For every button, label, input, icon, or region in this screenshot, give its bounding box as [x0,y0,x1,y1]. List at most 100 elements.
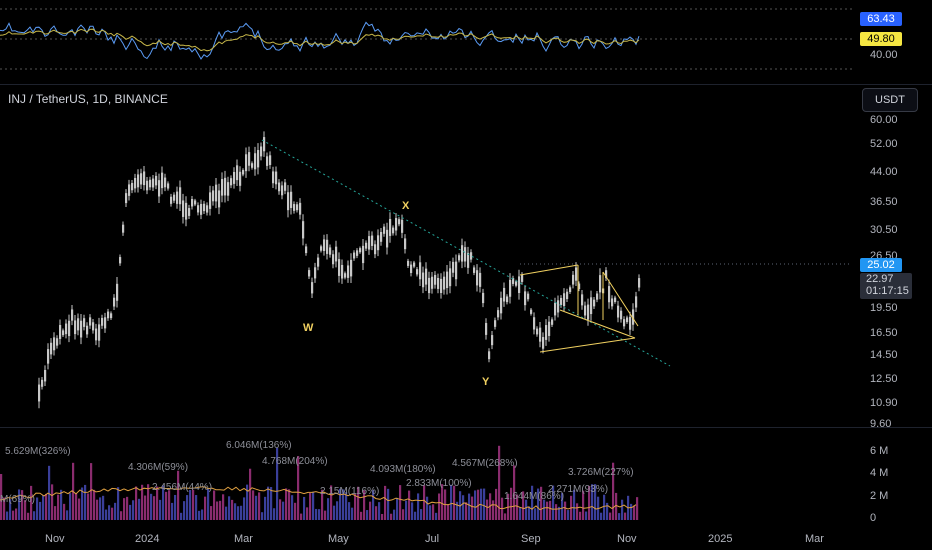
candle-body [233,171,236,184]
volume-bar [474,490,477,520]
candle-body [281,185,284,196]
volume-bar [522,491,525,520]
candle-body [170,196,173,204]
volume-bar [525,499,528,520]
candle-body [140,173,143,185]
candle-body [227,182,230,196]
time-label: 2025 [708,533,733,545]
volume-bar [432,504,435,520]
candle-body [248,152,251,166]
volume-bar [87,493,90,520]
volume-bar [144,495,147,520]
volume-bar [24,500,27,520]
candle-body [155,175,158,186]
volume-bar [48,465,51,520]
candle-body [587,304,590,320]
volume-bar [21,490,24,520]
volume-bar [555,504,558,520]
volume-bar [297,456,300,520]
volume-bar [69,493,72,520]
candle-body [83,318,86,327]
volume-ma-line [0,486,637,511]
candle-body [365,242,368,249]
volume-bar [108,505,111,520]
volume-bar [114,502,117,520]
wave-label-x: X [402,200,410,212]
volume-bar [564,501,567,520]
volume-bar [492,500,495,520]
volume-bar [528,506,531,520]
wedge-upper-line [602,271,639,327]
volume-bar [318,509,321,520]
candle-body [242,170,245,175]
volume-bar [117,487,120,520]
volume-bar [105,509,108,520]
volume-bar [408,490,411,520]
volume-tick: 2 M [870,490,889,502]
candle-body [632,309,635,325]
volume-bar [63,503,66,520]
candle-body [305,246,308,254]
candle-body [122,224,125,233]
currency-button[interactable]: USDT [862,88,918,112]
candle-body [542,337,545,349]
volume-bar [339,488,342,520]
volume-bar [615,492,618,520]
volume-bar [513,465,516,520]
volume-bar [252,490,255,520]
candle-body [557,300,560,313]
volume-bar [45,493,48,520]
volume-bar [213,490,216,520]
candle-body [560,297,563,306]
volume-bar [342,489,345,520]
candle-body [605,270,608,278]
candle-body [119,257,122,264]
volume-bar [186,495,189,520]
price-pane[interactable] [38,131,852,409]
candle-body [86,325,89,335]
candle-body [245,154,248,172]
volume-label: 2.15M(116%) [320,486,380,497]
volume-bar [540,486,543,520]
candle-body [182,200,185,217]
volume-bar [600,512,603,520]
volume-bar [240,505,243,520]
volume-bar [249,468,252,520]
volume-bar [231,499,234,520]
candle-body [203,203,206,212]
candle-body [338,259,341,276]
candle-body [380,231,383,242]
volume-bar [234,503,237,520]
candle-body [611,298,614,307]
symbol-title[interactable]: INJ / TetherUS, 1D, BINANCE [8,92,168,106]
candle-body [437,277,440,289]
volume-bar [462,495,465,520]
candle-body [353,252,356,259]
candle-body [446,271,449,288]
candle-body [98,324,101,341]
volume-bar [453,485,456,520]
candle-body [173,194,176,201]
candle-body [275,171,278,185]
volume-bar [153,496,156,520]
volume-bar [150,493,153,520]
candle-body [395,218,398,231]
candle-body [224,177,227,196]
candle-body [110,313,113,319]
candle-body [71,309,74,321]
volume-bar [183,501,186,520]
volume-bar [27,512,30,520]
candle-body [548,321,551,336]
candle-body [581,294,584,306]
candle-body [278,182,281,192]
candle-body [401,219,404,233]
candle-body [314,267,317,279]
volume-bar [237,506,240,520]
volume-bar [636,497,639,520]
volume-bar [288,489,291,520]
candle-body [452,261,455,273]
volume-bar [9,499,12,520]
time-label: Nov [617,533,637,545]
volume-bar [582,490,585,520]
